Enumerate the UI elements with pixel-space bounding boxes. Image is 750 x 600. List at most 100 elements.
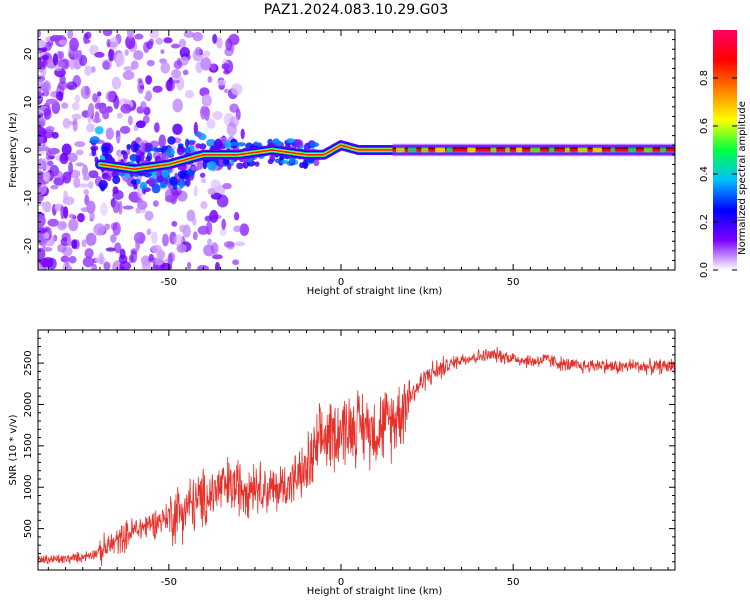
spectrogram-noise-blob <box>122 205 134 210</box>
spectrogram-noise-blob <box>192 231 198 241</box>
spectrogram-noise-blob <box>71 239 78 250</box>
spectrogram-cluster-blob <box>177 170 187 179</box>
spectrogram-noise-blob <box>203 50 211 58</box>
figure-title: PAZ1.2024.083.10.29.G03 <box>264 2 449 18</box>
spectrogram-noise-blob <box>89 212 96 221</box>
spectrogram-cluster-blob <box>126 143 132 150</box>
spectrogram-noise-blob <box>205 221 213 236</box>
spectrogram-noise-blob <box>109 37 119 51</box>
snr-y-tick-label: 2500 <box>23 350 34 375</box>
spectrogram-cluster-blob <box>177 143 184 149</box>
spectrogram-cluster-blob <box>195 143 202 149</box>
spectrogram-noise-blob <box>38 247 46 261</box>
spectrogram-noise-blob <box>232 259 240 266</box>
spectrogram-noise-blob <box>42 81 50 91</box>
spectrogram-steady-segment <box>549 147 555 153</box>
spectrogram-noise-blob <box>142 115 150 124</box>
spectrogram-noise-blob <box>151 265 162 270</box>
spectrogram-steady-segment <box>516 147 523 153</box>
spectrogram-noise-blob <box>83 39 91 44</box>
snr-x-tick-label: 0 <box>338 577 344 588</box>
spectrogram-noise-blob <box>62 246 73 257</box>
snr-y-tick-label: 2000 <box>23 392 34 417</box>
spectrogram-noise-blob <box>192 31 203 42</box>
spectrogram-noise-blob <box>100 202 108 217</box>
spectrogram-cluster-blob <box>100 184 106 192</box>
spectrogram-noise-blob <box>71 102 80 111</box>
spectrogram-noise-blob <box>158 134 167 148</box>
spectrogram-noise-blob <box>133 231 146 244</box>
spectrogram-noise-blob <box>240 128 245 140</box>
spectrogram-noise-blob <box>214 261 220 270</box>
spectrogram-noise-blob <box>216 37 223 49</box>
spectrogram-noise-blob <box>41 201 52 213</box>
spectrogram-noise-blob <box>233 212 240 221</box>
spectrogram-cluster-blob <box>112 175 121 185</box>
spectrogram-cluster-blob <box>230 158 235 166</box>
colorbar-label: Normalized spectral amplitude <box>737 101 748 255</box>
spectrogram-y-tick-label: 0 <box>23 147 34 153</box>
spectrogram-noise-blob <box>82 256 95 268</box>
spectrogram-noise-blob <box>207 76 213 83</box>
spectrogram-cluster-blob <box>161 169 169 178</box>
spectrogram-noise-blob <box>153 200 159 207</box>
spectrogram-noise-blob <box>87 110 92 124</box>
spectrogram-noise-blob <box>38 109 44 115</box>
spectrogram-noise-blob <box>184 90 195 99</box>
spectrogram-cluster-blob <box>289 156 295 164</box>
spectrogram-noise-blob <box>81 164 89 178</box>
spectrogram-cluster-blob <box>133 183 138 190</box>
spectrogram-cluster-blob <box>185 177 191 187</box>
spectrogram-cluster-blob <box>224 140 232 150</box>
spectrogram-noise-blob <box>115 52 125 67</box>
spectrogram-cluster-blob <box>139 181 148 190</box>
spectrogram-noise-blob <box>83 189 90 196</box>
spectrogram-noise-blob <box>50 170 63 180</box>
spectrogram-steady-segment <box>564 147 570 153</box>
spectrogram-cluster-blob <box>267 158 274 165</box>
spectrogram-noise-blob <box>176 76 185 91</box>
spectrogram-noise-blob <box>47 218 59 227</box>
spectrogram-y-tick-label: 10 <box>23 96 34 109</box>
spectrogram-cluster-blob <box>276 141 284 147</box>
spectrogram-noise-blob <box>212 254 223 260</box>
spectrogram-noise-blob <box>118 254 128 264</box>
colorbar-gradient <box>713 30 737 270</box>
spectrogram-cluster-blob <box>149 147 158 152</box>
spectrogram-noise-blob <box>57 61 66 68</box>
spectrogram-noise-blob <box>94 51 105 58</box>
spectrogram-data <box>38 30 675 270</box>
spectrogram-noise-blob <box>172 98 183 113</box>
spectrogram-cluster-blob <box>206 160 217 171</box>
spectrogram-noise-blob <box>38 126 47 138</box>
spectrogram-cluster-blob <box>236 142 246 147</box>
spectrogram-noise-blob <box>170 187 182 197</box>
spectrogram-cluster-blob <box>294 139 304 149</box>
spectrogram-noise-blob <box>122 70 135 80</box>
colorbar-tick-label: 0.0 <box>699 262 710 278</box>
spectrogram-steady-segment <box>490 147 497 153</box>
spectrogram-noise-blob <box>233 225 242 233</box>
spectrogram-noise-blob <box>192 217 197 226</box>
spectrogram-noise-blob <box>38 30 42 38</box>
spectrogram-noise-blob <box>124 128 129 134</box>
spectrogram-noise-blob <box>148 38 154 46</box>
spectrogram-noise-blob <box>38 264 44 270</box>
spectrogram-noise-blob <box>200 106 210 116</box>
spectrogram-cluster-blob <box>185 138 190 148</box>
spectrogram-noise-blob <box>231 83 243 96</box>
spectrogram-noise-blob <box>68 161 73 175</box>
spectrogram-noise-blob <box>60 205 65 220</box>
snr-x-tick-label: 50 <box>507 577 520 588</box>
spectrogram-cluster-blob <box>91 146 97 157</box>
spectrogram-y-tick-label: -10 <box>23 190 34 206</box>
spectrogram-noise-blob <box>55 91 64 101</box>
spectrogram-noise-blob <box>97 91 102 97</box>
spectrogram-noise-blob <box>134 33 144 40</box>
spectrogram-noise-blob <box>137 80 145 94</box>
spectrogram-noise-blob <box>207 188 216 195</box>
spectrogram-noise-blob <box>38 227 48 234</box>
spectrogram-steady-segment <box>407 147 417 153</box>
spectrogram-noise-blob <box>50 184 59 190</box>
spectrogram-noise-blob <box>63 190 68 201</box>
